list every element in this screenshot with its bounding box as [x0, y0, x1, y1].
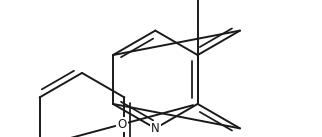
Text: O: O	[117, 118, 127, 131]
Text: N: N	[151, 122, 160, 135]
